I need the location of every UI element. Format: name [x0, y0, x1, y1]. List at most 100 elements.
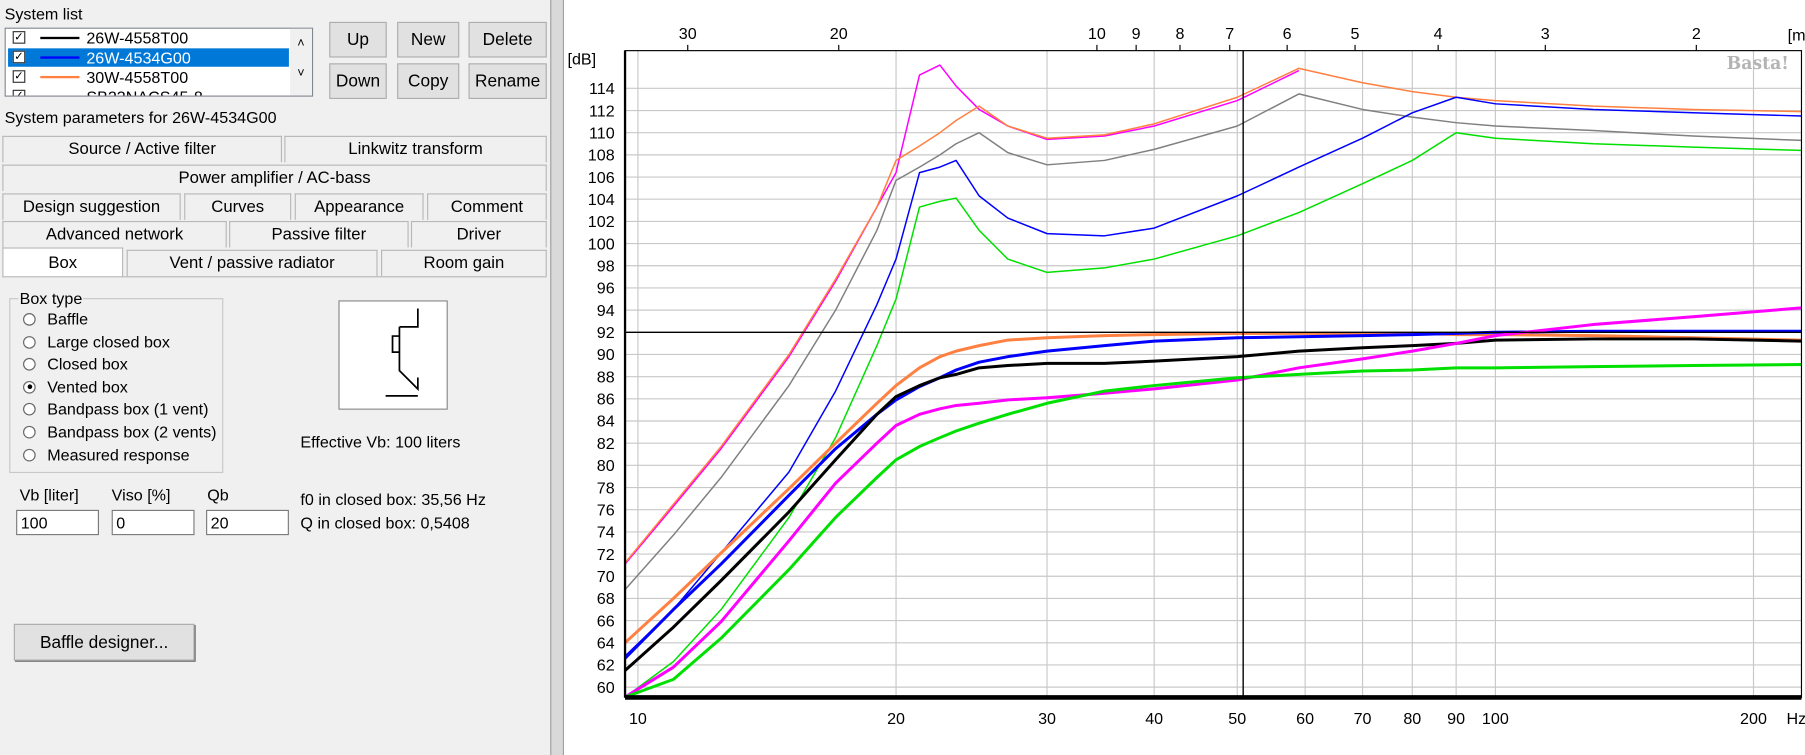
radio-button[interactable]	[23, 335, 36, 349]
new-button[interactable]: New	[397, 21, 460, 58]
y-tick-label: 106	[588, 169, 615, 187]
viso-input[interactable]: 0	[111, 509, 195, 536]
tab-border	[2, 276, 547, 278]
radio-button[interactable]	[23, 358, 36, 371]
y-tick-label: 78	[597, 479, 615, 497]
tab[interactable]: Design suggestion	[2, 193, 181, 220]
y-tick-label: 98	[597, 258, 615, 276]
checkbox[interactable]: ✓	[12, 31, 26, 44]
baffle-designer-button[interactable]: Baffle designer...	[13, 623, 195, 661]
x2-tick-label: 20	[830, 25, 848, 43]
curve	[625, 96, 1802, 657]
parameters-title: System parameters for 26W-4534G00	[4, 108, 277, 127]
radio-label[interactable]: Measured response	[47, 444, 190, 464]
radio-label[interactable]: Closed box	[47, 354, 128, 374]
x-tick-label: 90	[1447, 710, 1465, 728]
curve	[625, 329, 1802, 660]
x-tick-label: 200	[1740, 710, 1767, 728]
vb-input[interactable]: 100	[16, 509, 99, 536]
system-name: 26W-4534G00	[86, 48, 191, 67]
y-tick-label: 68	[597, 590, 615, 608]
x-tick-label: 20	[887, 710, 905, 728]
effective-vb: Effective Vb: 100 liters	[300, 432, 461, 452]
radio-button[interactable]	[23, 425, 36, 439]
checkbox[interactable]: ✓	[12, 89, 26, 96]
system-item[interactable]: ✓ SB23NACS45-8	[8, 87, 289, 96]
radio-button[interactable]	[23, 448, 36, 462]
system-item[interactable]: ✓ 26W-4534G00	[8, 48, 289, 67]
curve	[625, 93, 1802, 591]
tab[interactable]: Power amplifier / AC-bass	[2, 164, 547, 192]
tab[interactable]: Appearance	[294, 193, 424, 220]
x2-tick-label: 6	[1283, 25, 1292, 43]
up-button[interactable]: Up	[329, 21, 387, 58]
x2-tick-label: 30	[679, 25, 697, 43]
radio-button[interactable]	[23, 380, 36, 394]
system-list-label: System list	[4, 4, 83, 24]
y-tick-label: 60	[597, 679, 615, 697]
y-tick-label: 88	[597, 368, 615, 386]
copy-button[interactable]: Copy	[397, 63, 460, 99]
x2-tick-label: 9	[1132, 25, 1141, 43]
system-item[interactable]: ✓ 26W-4558T00	[8, 29, 289, 47]
x-tick-label: 60	[1296, 710, 1314, 728]
radio-label[interactable]: Baffle	[47, 309, 89, 329]
x-tick-label: 30	[1038, 710, 1056, 728]
x-axis-label: Hz	[1787, 710, 1805, 728]
system-name: SB23NACS45-8	[86, 87, 203, 97]
radio-label[interactable]: Large closed box	[47, 332, 170, 351]
system-name: 30W-4558T00	[86, 67, 189, 87]
system-color	[40, 96, 79, 97]
f0-text: f0 in closed box: 35,56 Hz	[300, 490, 486, 509]
tab[interactable]: Driver	[410, 220, 547, 248]
checkbox[interactable]: ✓	[12, 50, 26, 64]
x2-tick-label: 5	[1351, 25, 1360, 43]
system-item[interactable]: ✓ 30W-4558T00	[8, 68, 289, 86]
tab[interactable]: Source / Active filter	[2, 135, 283, 163]
y-tick-label: 102	[588, 213, 615, 231]
rename-button[interactable]: Rename	[468, 63, 547, 99]
x2-tick-label: 4	[1434, 25, 1443, 43]
system-color	[40, 75, 80, 79]
y-tick-label: 72	[597, 546, 615, 564]
field-label: Qb	[207, 485, 229, 505]
y-tick-label: 92	[597, 324, 615, 342]
x-tick-label: 70	[1354, 710, 1372, 728]
x2-tick-label: 7	[1225, 25, 1234, 43]
x-tick-label: 80	[1403, 710, 1421, 728]
x-tick-label: 10	[629, 710, 647, 728]
y-tick-label: 70	[597, 568, 615, 586]
down-button[interactable]: Down	[329, 63, 387, 99]
splitter[interactable]	[550, 0, 565, 755]
curve	[625, 362, 1802, 698]
tab[interactable]: Room gain	[381, 249, 547, 277]
tab[interactable]: Passive filter	[229, 220, 409, 248]
radio-label[interactable]: Bandpass box (1 vent)	[47, 399, 209, 419]
tab[interactable]: Linkwitz transform	[284, 135, 547, 163]
tab[interactable]: Vent / passive radiator	[126, 249, 378, 277]
tab[interactable]: Comment	[427, 193, 547, 220]
system-list[interactable]: ✓ 26W-4558T00 ✓ 26W-4534G00 ✓ 30W-4558T00 ✓ SB2…	[4, 27, 314, 97]
scrollbar[interactable]: ˄ ˅	[290, 28, 312, 96]
watermark: Basta!	[1727, 54, 1789, 74]
radio-label[interactable]: Vented box	[47, 377, 128, 396]
tab-selected[interactable]: Box	[2, 247, 124, 278]
qb-input[interactable]: 20	[206, 509, 289, 536]
radio-button[interactable]	[23, 313, 36, 326]
y-tick-label: 82	[597, 435, 615, 453]
radio-button[interactable]	[23, 403, 36, 416]
radio-label[interactable]: Bandpass box (2 vents)	[47, 422, 217, 441]
tab[interactable]: Curves	[184, 193, 292, 220]
y-tick-label: 104	[588, 191, 615, 209]
checkbox[interactable]: ✓	[12, 70, 26, 83]
x2-tick-label: 10	[1088, 25, 1106, 43]
x-tick-label: 100	[1482, 710, 1509, 728]
delete-button[interactable]: Delete	[468, 21, 547, 58]
system-name: 26W-4558T00	[86, 28, 189, 48]
tab[interactable]: Advanced network	[2, 220, 227, 248]
curve	[625, 131, 1802, 698]
y-tick-label: 90	[597, 346, 615, 364]
box-preview	[338, 300, 448, 410]
